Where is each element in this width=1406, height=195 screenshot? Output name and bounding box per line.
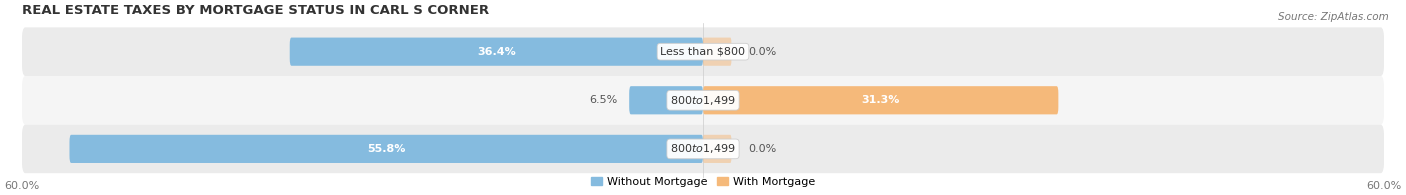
FancyBboxPatch shape: [21, 27, 1385, 76]
Text: 31.3%: 31.3%: [862, 95, 900, 105]
FancyBboxPatch shape: [21, 76, 1385, 125]
Text: Less than $800: Less than $800: [661, 47, 745, 57]
Text: $800 to $1,499: $800 to $1,499: [671, 142, 735, 155]
FancyBboxPatch shape: [69, 135, 703, 163]
Text: 6.5%: 6.5%: [589, 95, 617, 105]
FancyBboxPatch shape: [703, 38, 731, 66]
Text: 36.4%: 36.4%: [477, 47, 516, 57]
Text: 0.0%: 0.0%: [748, 47, 776, 57]
FancyBboxPatch shape: [703, 86, 1059, 114]
FancyBboxPatch shape: [703, 135, 731, 163]
FancyBboxPatch shape: [630, 86, 703, 114]
Legend: Without Mortgage, With Mortgage: Without Mortgage, With Mortgage: [586, 172, 820, 191]
Text: REAL ESTATE TAXES BY MORTGAGE STATUS IN CARL S CORNER: REAL ESTATE TAXES BY MORTGAGE STATUS IN …: [21, 4, 489, 17]
Text: Source: ZipAtlas.com: Source: ZipAtlas.com: [1278, 12, 1389, 22]
Text: 0.0%: 0.0%: [748, 144, 776, 154]
Text: 55.8%: 55.8%: [367, 144, 405, 154]
FancyBboxPatch shape: [21, 125, 1385, 173]
Text: $800 to $1,499: $800 to $1,499: [671, 94, 735, 107]
FancyBboxPatch shape: [290, 38, 703, 66]
